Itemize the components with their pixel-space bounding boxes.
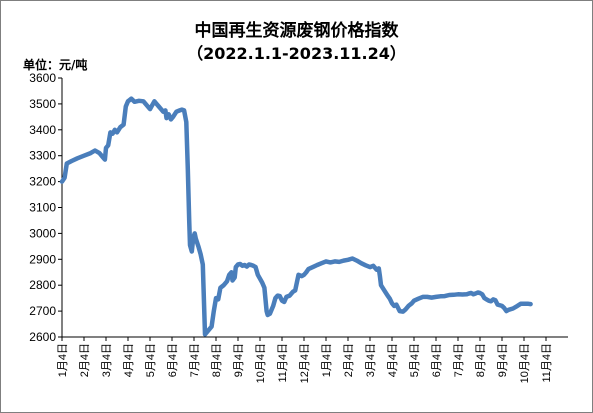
- x-tick-label: 7月4日: [189, 343, 201, 377]
- x-tick-label: 8月4日: [475, 343, 487, 377]
- x-tick-label: 6月4日: [167, 343, 179, 377]
- x-tick-label: 2月4日: [79, 343, 91, 377]
- series-group: [59, 96, 533, 337]
- x-tick-label: 4月4日: [387, 343, 399, 377]
- x-tick-label: 4月4日: [123, 343, 135, 377]
- y-tick-label: 3600: [29, 71, 56, 85]
- y-tick-label: 3000: [29, 226, 56, 240]
- x-tick-label: 3月4日: [101, 343, 113, 377]
- y-tick-label: 3500: [29, 97, 56, 111]
- y-tick-label: 2600: [29, 330, 56, 344]
- chart-title: 中国再生资源废钢价格指数: [194, 21, 399, 41]
- x-tick-label: 8月4日: [211, 343, 223, 377]
- x-tick-label: 11月4日: [541, 343, 553, 383]
- y-tick-label: 2700: [29, 304, 56, 318]
- x-tick-label: 11月4日: [277, 343, 289, 383]
- y-tick-label: 2800: [29, 278, 56, 292]
- x-tick-label: 5月4日: [145, 343, 157, 377]
- x-tick-label: 5月4日: [409, 343, 421, 377]
- y-tick-label: 3400: [29, 123, 56, 137]
- y-tick-label: 2900: [29, 252, 56, 266]
- x-tick-label: 6月4日: [431, 343, 443, 377]
- x-tick-label: 7月4日: [453, 343, 465, 377]
- y-tick-label: 3100: [29, 201, 56, 215]
- x-tick-label: 3月4日: [365, 343, 377, 377]
- y-tick-label: 3200: [29, 175, 56, 189]
- x-tick-label: 12月4日: [299, 343, 311, 383]
- y-tick-label: 3300: [29, 149, 56, 163]
- series-line-0: [59, 96, 533, 337]
- x-axis-ticks: 1月4日 2月4日 3月4日 4月4日 5月4日 6月4日 7月4日 8月4日 9月4日 10月4…: [57, 337, 553, 383]
- x-tick-label: 10月4日: [255, 343, 267, 383]
- x-tick-label: 2月4日: [343, 343, 355, 377]
- x-tick-label: 10月4日: [519, 343, 531, 383]
- x-tick-label: 9月4日: [497, 343, 509, 377]
- y-axis-ticks: 2600 2700 2800 2900 3000 3100 3200 3300 3400 3500…: [29, 71, 62, 344]
- x-tick-label: 1月4日: [57, 343, 69, 377]
- chart-subtitle: （2022.1.1-2023.11.24）: [187, 44, 406, 63]
- x-tick-label: 1月4日: [321, 343, 333, 377]
- x-tick-label: 9月4日: [233, 343, 245, 377]
- y-unit-label: 单位：元/吨: [23, 58, 88, 72]
